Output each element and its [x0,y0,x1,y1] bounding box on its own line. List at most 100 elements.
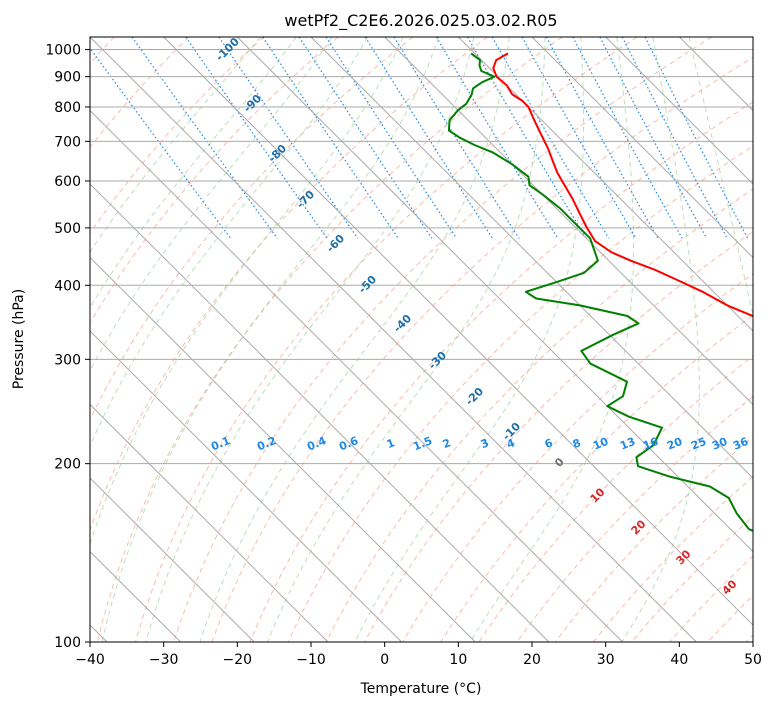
dry-adiabat-line [516,395,753,642]
dry-adiabat-line [90,37,414,421]
mixing-ratio-label: 16 [641,435,660,453]
x-tick-label: 50 [744,652,762,668]
dry-adiabat-line [96,37,563,642]
x-tick-label: −20 [223,652,253,668]
mixing-ratio-line [185,37,328,239]
dry-adiabat-label: 0 [552,455,567,470]
dry-adiabat-label: -80 [266,142,289,165]
mixing-ratio-label: 2 [441,436,453,451]
isotherm-line [236,37,753,553]
mixing-ratio-label: 6 [543,436,555,451]
y-axis-title: Pressure (hPa) [11,289,27,389]
dry-adiabat-label: -30 [426,349,449,372]
mixing-ratio-label: 0.4 [305,434,328,453]
x-tick-label: −10 [296,652,326,668]
y-tick-label: 1000 [45,43,81,59]
y-tick-label: 300 [54,352,81,368]
isotherm-line [90,477,255,642]
moist-adiabat-line [90,37,297,309]
dry-adiabat-label: 20 [629,517,649,537]
moist-adiabat-line [621,37,700,642]
x-axis-title: Temperature (°C) [360,681,482,697]
x-tick-label: 30 [597,652,615,668]
dry-adiabat-line [402,273,753,642]
mixing-ratio-label: 30 [710,435,729,453]
dry-adiabat-line [745,634,753,642]
moist-adiabat-line [354,37,584,642]
isotherm-line [90,183,550,642]
mixing-ratio-label: 3 [479,436,491,451]
isotherm-line [90,37,697,642]
y-tick-label: 400 [54,278,81,294]
mixing-ratio-label: 1 [385,436,397,451]
mixing-ratio-line [466,37,587,239]
x-tick-label: 40 [670,652,688,668]
dry-adiabat-label: -90 [241,92,264,115]
dry-adiabat-line [90,37,339,324]
mixing-ratio-line [364,37,494,239]
isotherm-line [90,256,476,642]
isotherm-line [457,37,753,332]
mixing-ratio-label: 10 [591,435,610,453]
dry-adiabat-label: -50 [356,273,379,296]
y-tick-label: 600 [54,174,81,190]
isotherm-line [310,37,753,479]
mixing-ratio-label: 8 [571,436,583,451]
y-tick-label: 700 [54,134,81,150]
moist-adiabat-line [267,37,546,642]
mixing-ratio-line [262,37,399,239]
temperature-profile-line [492,52,753,318]
mixing-ratio-label: 36 [731,435,750,453]
y-tick-label: 100 [54,635,81,651]
mixing-ratio-label: 4 [505,436,517,451]
moist-adiabat-line [90,37,369,448]
x-tick-label: 20 [523,652,541,668]
dry-adiabat-label: -70 [294,188,317,211]
mixing-ratio-line [218,37,359,239]
mixing-ratio-line [491,37,610,239]
y-axis-ticks: 1000 900 800 700 600 500 400 300 200 100 [45,43,90,651]
moist-adiabat-line [90,37,333,372]
mixing-ratio-label: 0.2 [255,434,278,453]
plot-frame [89,36,754,643]
mixing-ratio-line [545,37,659,239]
mixing-ratio-line [599,37,708,239]
isotherm-line [90,403,329,642]
mixing-ratio-line [621,37,728,239]
x-tick-label: 0 [380,652,389,668]
mixing-ratio-line [131,37,278,239]
dry-adiabat-label: -60 [324,232,347,255]
dry-adiabat-line [211,56,753,642]
dry-adiabat-line [90,37,190,149]
chart-title: wetPf2_C2E6.2026.025.03.02.R05 [284,11,557,31]
mixing-ratio-label: 13 [618,435,637,453]
x-axis-ticks: −40 −30 −20 −10 0 10 20 30 40 50 [75,642,762,668]
mixing-ratio-line [521,37,637,239]
mixing-ratio-line [644,37,749,239]
background-lines [90,37,753,642]
moist-adiabat-line [90,37,261,254]
background-labels: -100-90-80-70-60-50-40-30-20-10010203040… [209,35,750,598]
mixing-ratio-label: 20 [665,435,684,453]
isotherm-line [90,330,402,642]
dry-adiabat-line [173,37,712,642]
y-tick-label: 200 [54,457,81,473]
dry-adiabat-label: -20 [463,385,486,408]
x-tick-label: 10 [449,652,467,668]
mixing-ratio-line [90,47,232,239]
mixing-ratio-line [393,37,520,239]
moist-adiabat-line [101,37,439,642]
moist-adiabat-line [145,37,475,642]
isotherm-line [531,37,753,259]
dry-adiabat-line [90,37,488,532]
mixing-ratio-line [298,37,433,239]
mixing-ratio-line [572,37,683,239]
dry-adiabat-line [249,101,753,642]
isotherm-line [752,37,753,38]
dry-adiabat-line [134,37,638,642]
y-tick-label: 500 [54,221,81,237]
mixing-ratio-line [325,37,458,239]
dry-adiabat-label: -40 [391,312,414,335]
mixing-ratio-line [435,37,559,239]
